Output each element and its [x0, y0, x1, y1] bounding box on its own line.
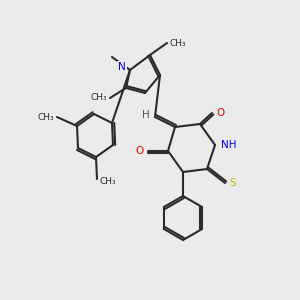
Text: H: H [142, 110, 150, 120]
Text: CH₃: CH₃ [90, 94, 107, 103]
Text: CH₃: CH₃ [170, 38, 187, 47]
Text: CH₃: CH₃ [99, 176, 116, 185]
Text: O: O [216, 108, 224, 118]
Text: CH₃: CH₃ [38, 112, 54, 122]
Text: O: O [136, 146, 144, 156]
Text: NH: NH [221, 140, 236, 150]
Text: N: N [118, 62, 126, 72]
Text: S: S [229, 178, 236, 188]
